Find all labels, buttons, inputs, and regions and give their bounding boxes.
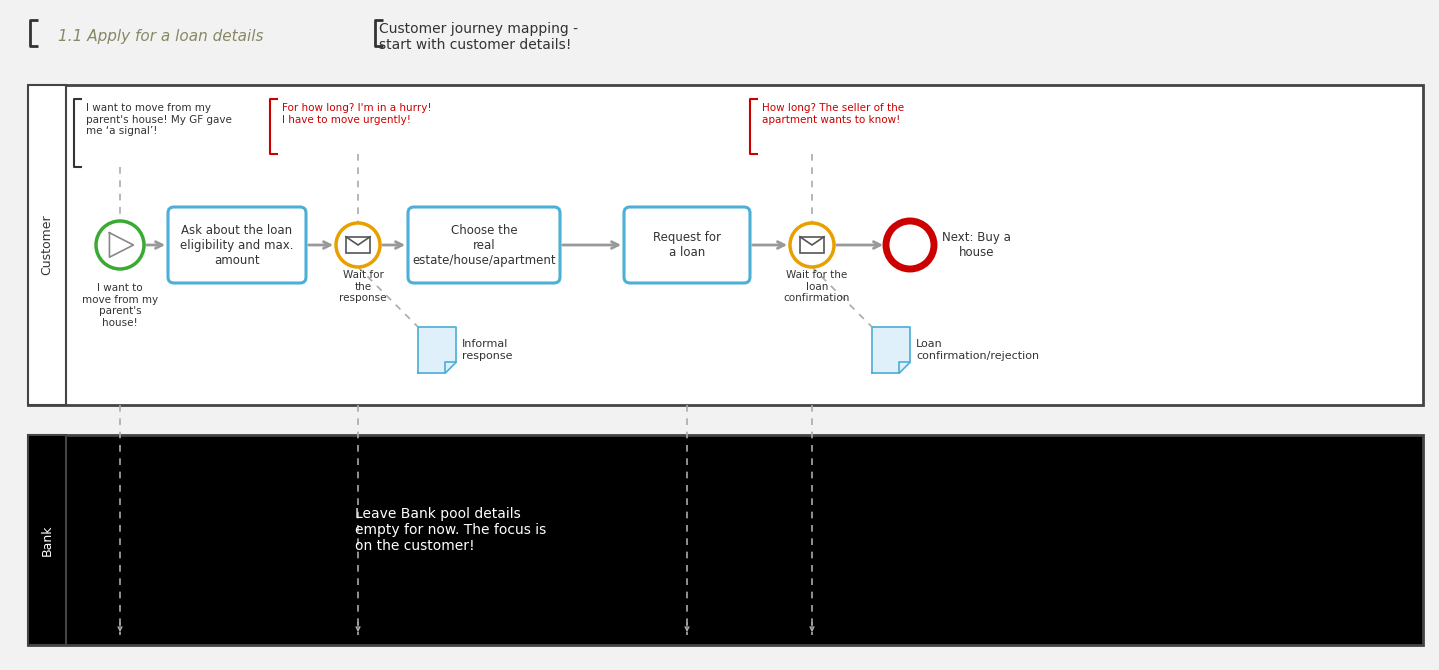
FancyBboxPatch shape: [409, 207, 560, 283]
Text: For how long? I'm in a hurry!
I have to move urgently!: For how long? I'm in a hurry! I have to …: [282, 103, 432, 125]
Bar: [345, 237, 370, 253]
Text: I want to
move from my
parent's
house!: I want to move from my parent's house!: [82, 283, 158, 328]
Text: Bank: Bank: [40, 524, 53, 555]
Text: Request for
a loan: Request for a loan: [653, 231, 721, 259]
Bar: [27, 435, 66, 645]
Text: Next: Buy a
house: Next: Buy a house: [943, 231, 1010, 259]
Polygon shape: [417, 327, 456, 373]
Bar: [800, 237, 825, 253]
Bar: [27, 85, 1423, 405]
Text: I want to move from my
parent's house! My GF gave
me ‘a signal’!: I want to move from my parent's house! M…: [86, 103, 232, 136]
Bar: [27, 85, 66, 405]
Text: Customer: Customer: [40, 214, 53, 275]
Text: Customer journey mapping -
start with customer details!: Customer journey mapping - start with cu…: [378, 22, 578, 52]
Text: Ask about the loan
eligibility and max.
amount: Ask about the loan eligibility and max. …: [180, 224, 294, 267]
Text: Leave Bank pool details
empty for now. The focus is
on the customer!: Leave Bank pool details empty for now. T…: [355, 507, 547, 553]
Text: 1.1 Apply for a loan details: 1.1 Apply for a loan details: [58, 29, 263, 44]
Text: Loan
confirmation/rejection: Loan confirmation/rejection: [917, 339, 1039, 361]
Text: Wait for the
loan
confirmation: Wait for the loan confirmation: [784, 270, 850, 304]
Bar: [27, 435, 1423, 645]
Circle shape: [790, 223, 835, 267]
Polygon shape: [109, 232, 134, 257]
Circle shape: [96, 221, 144, 269]
Text: Informal
response: Informal response: [462, 339, 512, 361]
Circle shape: [335, 223, 380, 267]
FancyBboxPatch shape: [625, 207, 750, 283]
FancyBboxPatch shape: [168, 207, 307, 283]
Text: Wait for
the
response: Wait for the response: [340, 270, 387, 304]
Text: How long? The seller of the
apartment wants to know!: How long? The seller of the apartment wa…: [763, 103, 904, 125]
Polygon shape: [872, 327, 909, 373]
Text: Choose the
real
estate/house/apartment: Choose the real estate/house/apartment: [412, 224, 555, 267]
Circle shape: [886, 221, 934, 269]
